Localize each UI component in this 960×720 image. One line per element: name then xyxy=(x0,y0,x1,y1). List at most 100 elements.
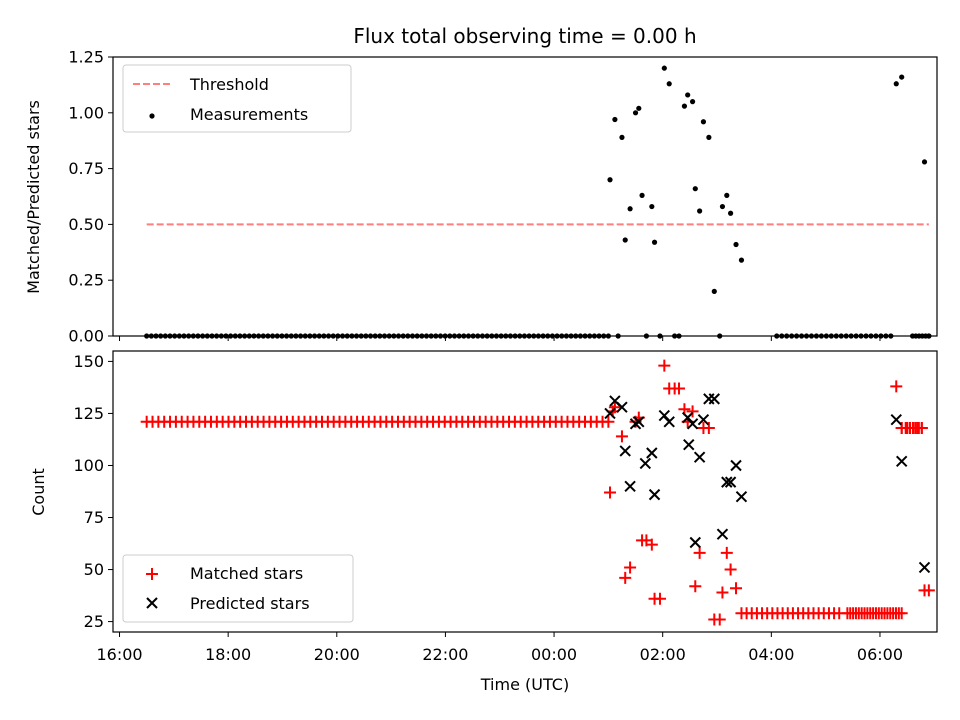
measurement-point xyxy=(888,333,894,339)
measurement-point xyxy=(335,333,341,339)
measurement-point xyxy=(706,134,712,140)
measurement-point xyxy=(540,333,546,339)
matched-star-point xyxy=(658,359,671,372)
measurement-point xyxy=(843,333,849,339)
measurement-point xyxy=(176,333,182,339)
predicted-star-point xyxy=(730,459,742,472)
top-plot: 0.00 0.25 0.50 0.75 1.00 1.25 Matched/Predict… xyxy=(24,48,938,346)
matched-star-point xyxy=(619,571,632,584)
x-axis-label: Time (UTC) xyxy=(480,675,569,694)
measurement-point xyxy=(733,241,739,248)
measurement-point xyxy=(577,333,583,339)
matched-star-point xyxy=(653,592,666,605)
measurement-point xyxy=(507,333,514,339)
measurement-point xyxy=(526,333,532,339)
measurement-point xyxy=(293,333,299,339)
measurement-point xyxy=(279,333,285,339)
bottom-y-tick-label: 150 xyxy=(73,352,104,371)
measurement-point xyxy=(218,333,224,339)
matched-star-point xyxy=(730,582,743,595)
matched-star-point xyxy=(604,486,617,499)
measurement-point xyxy=(214,333,220,339)
bottom-y-tick-label: 125 xyxy=(73,404,104,423)
measurement-point xyxy=(237,333,243,339)
legend-matched-swatch xyxy=(146,568,158,580)
measurement-point xyxy=(774,333,780,339)
measurement-point xyxy=(148,333,154,339)
bottom-y-tick-label: 50 xyxy=(84,560,104,579)
predicted-star-point xyxy=(895,455,908,468)
measurement-point xyxy=(883,333,889,339)
measurement-point xyxy=(414,333,420,339)
measurement-point xyxy=(209,333,215,339)
matched-star-point xyxy=(672,382,685,395)
x-tick-label: 22:00 xyxy=(422,645,468,664)
measurement-point xyxy=(700,119,707,125)
measurement-point xyxy=(200,333,206,339)
predicted-star-point xyxy=(697,413,710,426)
measurement-point xyxy=(423,333,430,339)
measurement-point xyxy=(632,110,639,116)
x-tick-label: 16:00 xyxy=(96,645,142,664)
measurement-point xyxy=(926,333,932,339)
measurement-point xyxy=(833,333,839,339)
measurement-point xyxy=(344,333,350,339)
legend-matched-label: Matched stars xyxy=(190,564,303,583)
measurement-point xyxy=(789,333,795,339)
measurement-point xyxy=(167,333,173,339)
measurement-point xyxy=(813,333,820,339)
measurement-point xyxy=(531,333,537,339)
measurement-point xyxy=(808,333,815,339)
measurement-point xyxy=(636,105,642,111)
x-tick-label: 18:00 xyxy=(205,645,251,664)
measurement-point xyxy=(274,333,280,339)
x-tick-label: 06:00 xyxy=(857,645,903,664)
measurement-point xyxy=(461,333,467,339)
measurement-point xyxy=(596,333,602,339)
top-y-tick-label: 1.00 xyxy=(68,103,104,122)
measurement-point xyxy=(779,333,785,339)
measurement-point xyxy=(738,257,745,263)
measurement-point xyxy=(479,333,486,339)
measurement-point xyxy=(828,333,834,339)
measurement-point xyxy=(615,333,621,339)
bottom-plot: 25 50 75 100 125 150 16:00 18:00 20:00 22:00 00:0… xyxy=(29,350,938,694)
predicted-star-point xyxy=(624,480,636,493)
measurement-point xyxy=(288,333,294,339)
measurement-point xyxy=(172,333,178,339)
matched-star-point xyxy=(716,586,729,599)
measurement-point xyxy=(181,333,187,339)
bottom-y-axis: 25 50 75 100 125 150 xyxy=(73,352,113,631)
measurement-point xyxy=(521,333,528,339)
x-tick-label: 20:00 xyxy=(314,645,360,664)
measurement-point xyxy=(649,203,655,210)
predicted-star-point xyxy=(646,447,658,459)
measurement-point xyxy=(433,333,439,339)
matched-star-point xyxy=(686,405,699,418)
measurement-point xyxy=(651,239,658,245)
predicted-star-point xyxy=(721,476,733,488)
bottom-legend: Matched stars Predicted stars xyxy=(122,554,354,623)
predicted-star-point xyxy=(918,561,931,574)
measurement-point xyxy=(489,333,495,339)
measurement-point xyxy=(190,333,196,339)
count-points-layer xyxy=(140,359,935,626)
measurement-point xyxy=(223,333,229,339)
measurement-points-layer xyxy=(144,65,932,339)
measurement-point xyxy=(498,333,504,339)
measurement-point xyxy=(697,208,703,214)
matched-star-point xyxy=(724,563,737,576)
bottom-plot-frame xyxy=(112,350,938,633)
measurement-point xyxy=(456,333,462,339)
measurement-point xyxy=(475,333,481,339)
measurement-point xyxy=(798,333,805,339)
measurement-point xyxy=(307,333,313,339)
matched-star-point xyxy=(689,580,702,593)
matched-star-point xyxy=(915,422,928,435)
top-legend: Threshold Measurements xyxy=(122,64,352,133)
measurement-point xyxy=(409,333,416,339)
measurement-point xyxy=(661,65,667,71)
measurement-point xyxy=(554,333,560,339)
predicted-star-point xyxy=(616,401,628,413)
